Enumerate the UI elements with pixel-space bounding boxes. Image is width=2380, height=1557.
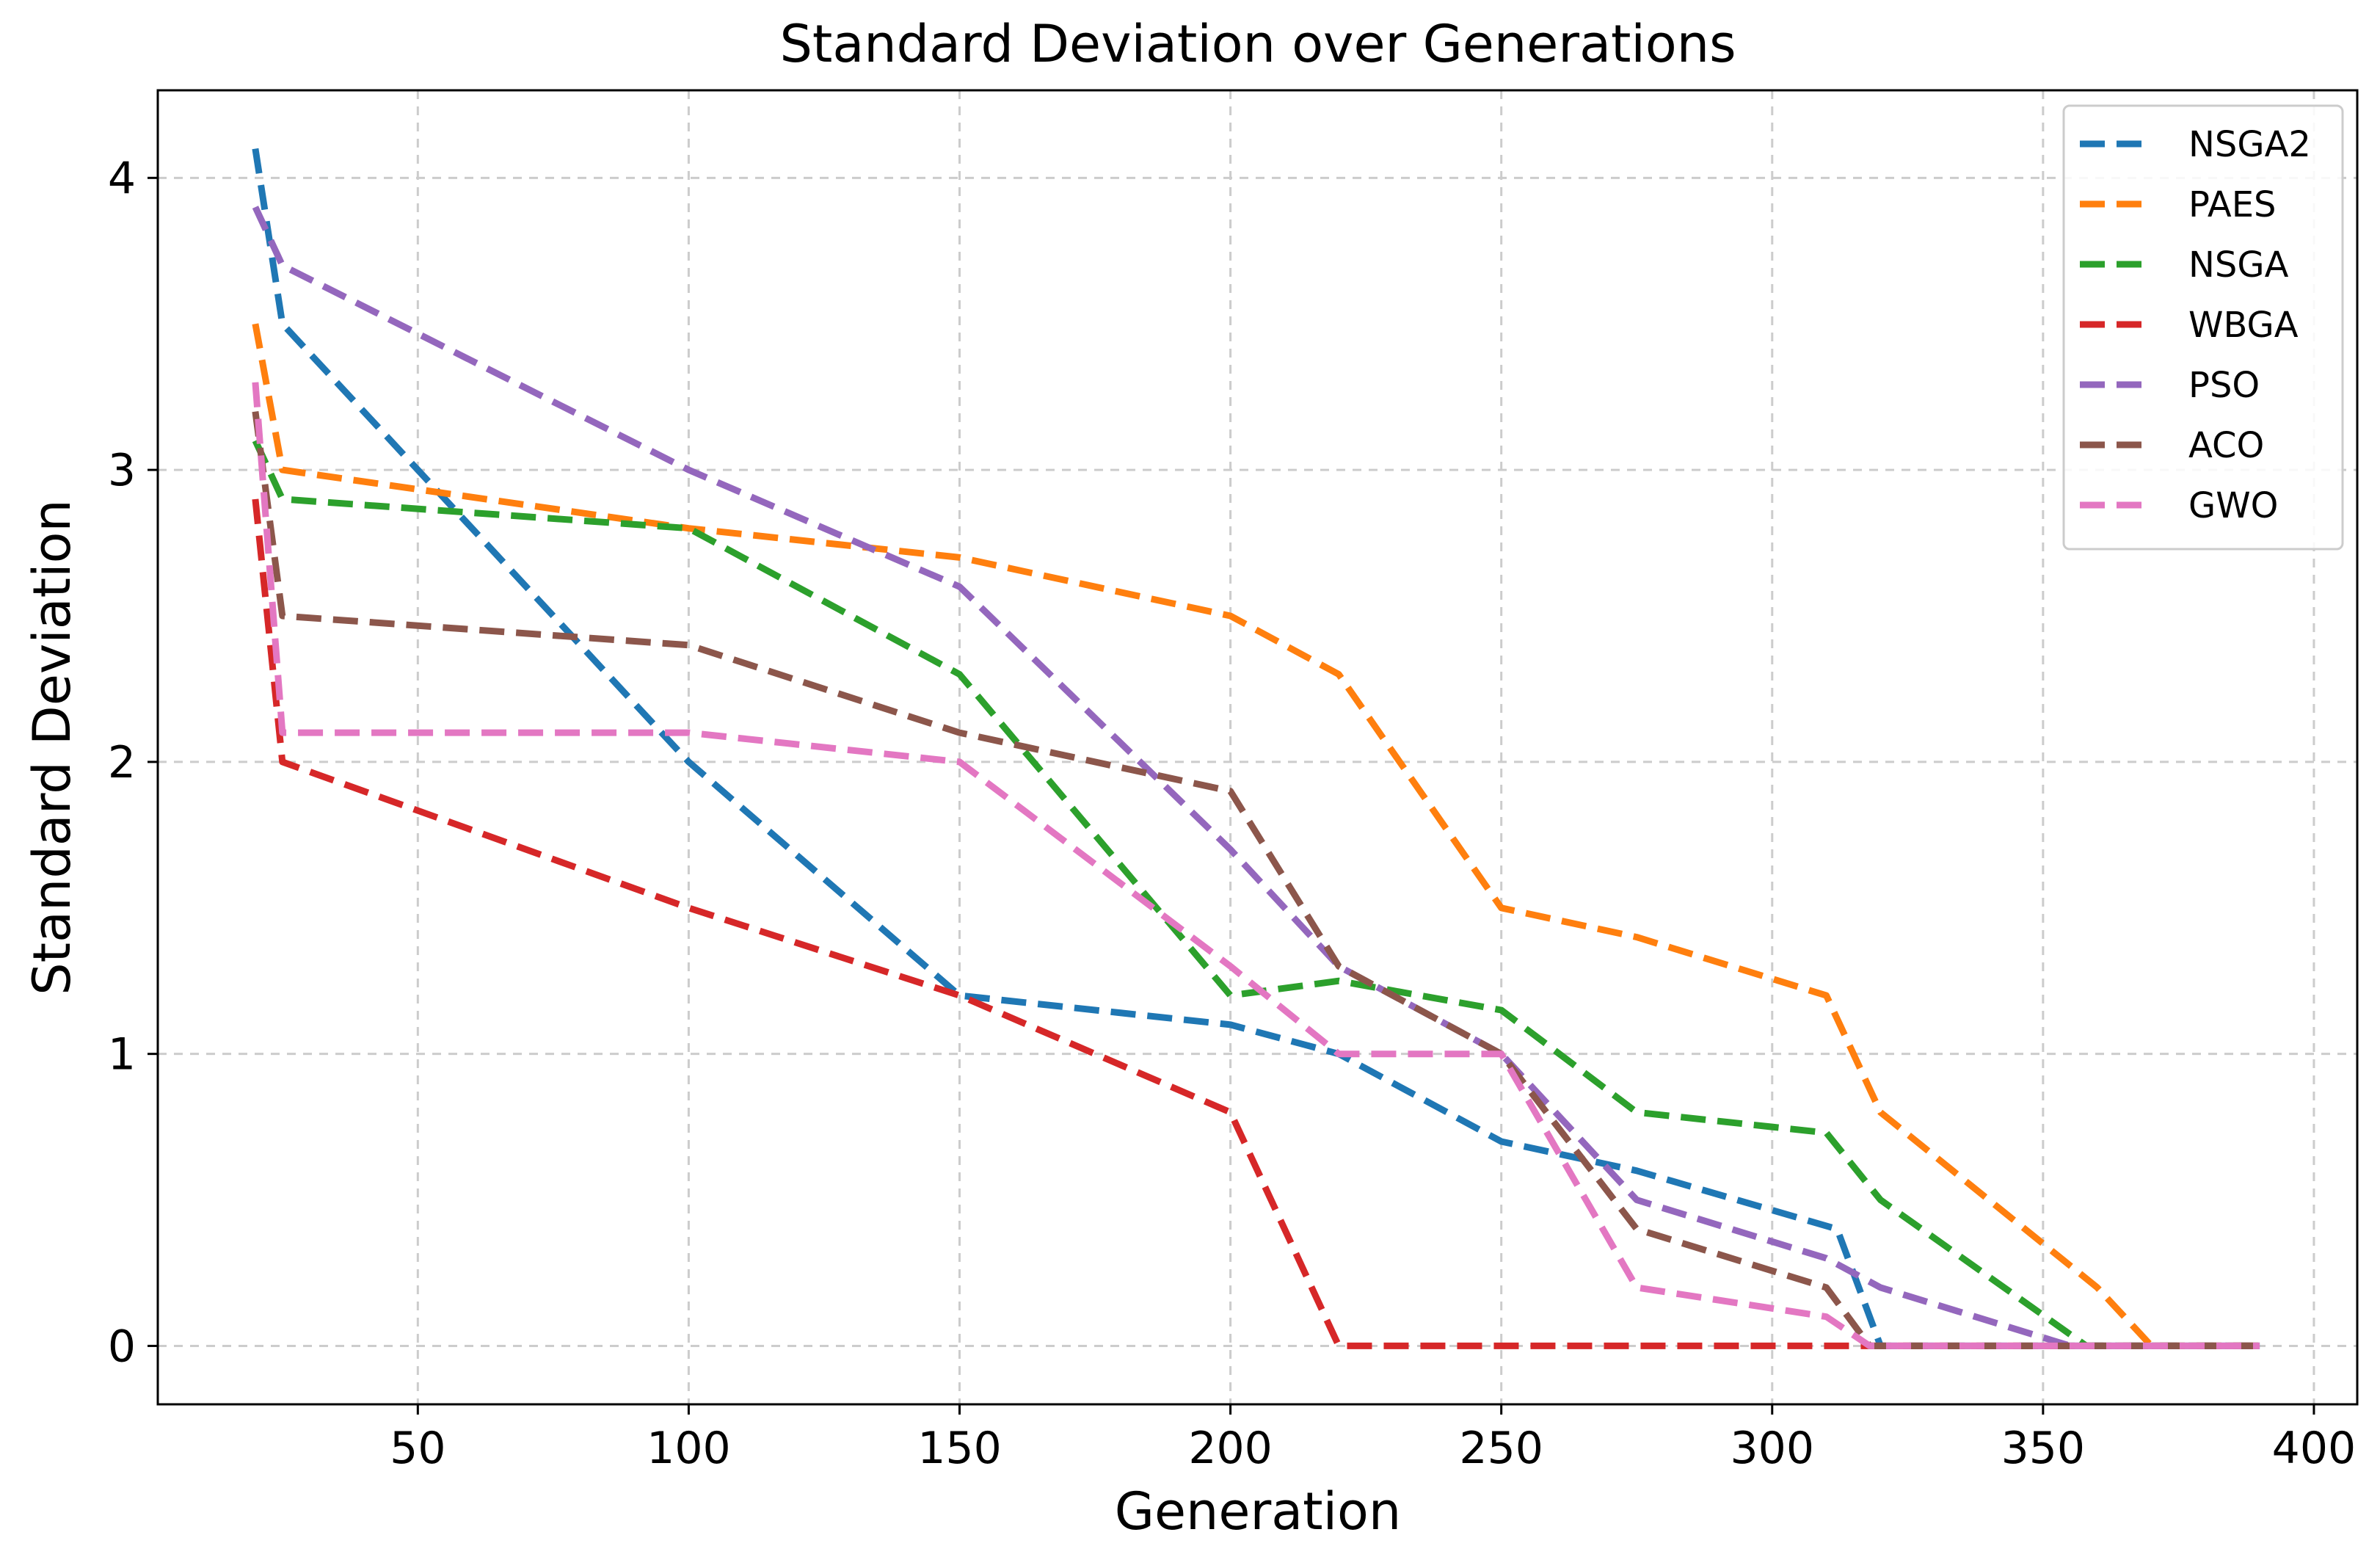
chart-title: Standard Deviation over Generations xyxy=(779,14,1736,74)
x-tick-label: 150 xyxy=(917,1423,1002,1474)
y-tick-label: 3 xyxy=(108,445,136,496)
y-tick-label: 0 xyxy=(108,1321,136,1372)
legend-box xyxy=(2062,104,2344,551)
legend-label-pso: PSO xyxy=(2188,365,2260,406)
y-tick-label: 1 xyxy=(108,1029,136,1081)
y-tick-label: 4 xyxy=(108,153,136,204)
axis-ticks: 50 100 150 200 250 300 350 400 0 1 2 3 4 xyxy=(108,153,2356,1474)
legend-label-gwo: GWO xyxy=(2188,485,2278,526)
series-lines xyxy=(252,148,2260,1349)
legend-label-nsga: NSGA xyxy=(2188,244,2289,286)
y-tick-label: 2 xyxy=(108,737,136,788)
series-line-wbga xyxy=(252,498,2260,1349)
x-tick-label: 100 xyxy=(647,1423,731,1474)
legend-label-aco: ACO xyxy=(2188,425,2264,466)
x-tick-label: 350 xyxy=(2001,1423,2086,1474)
series-line-paes xyxy=(252,323,2260,1349)
series-line-nsga xyxy=(252,439,2260,1349)
plot-frame xyxy=(156,89,2359,1406)
legend-label-nsga2: NSGA2 xyxy=(2188,124,2311,165)
series-line-gwo xyxy=(252,382,2260,1349)
legend: NSGA2 PAES NSGA WBGA PSO ACO GWO xyxy=(2062,104,2344,551)
legend-label-wbga: WBGA xyxy=(2188,305,2299,346)
x-tick-label: 400 xyxy=(2272,1423,2357,1474)
x-tick-label: 50 xyxy=(390,1423,445,1474)
y-axis-label: Standard Deviation xyxy=(22,499,82,995)
x-axis-label: Generation xyxy=(1115,1481,1402,1542)
x-tick-label: 300 xyxy=(1731,1423,1815,1474)
x-tick-label: 250 xyxy=(1459,1423,1543,1474)
series-line-aco xyxy=(252,411,2260,1349)
legend-label-paes: PAES xyxy=(2188,184,2277,225)
x-tick-label: 200 xyxy=(1188,1423,1273,1474)
